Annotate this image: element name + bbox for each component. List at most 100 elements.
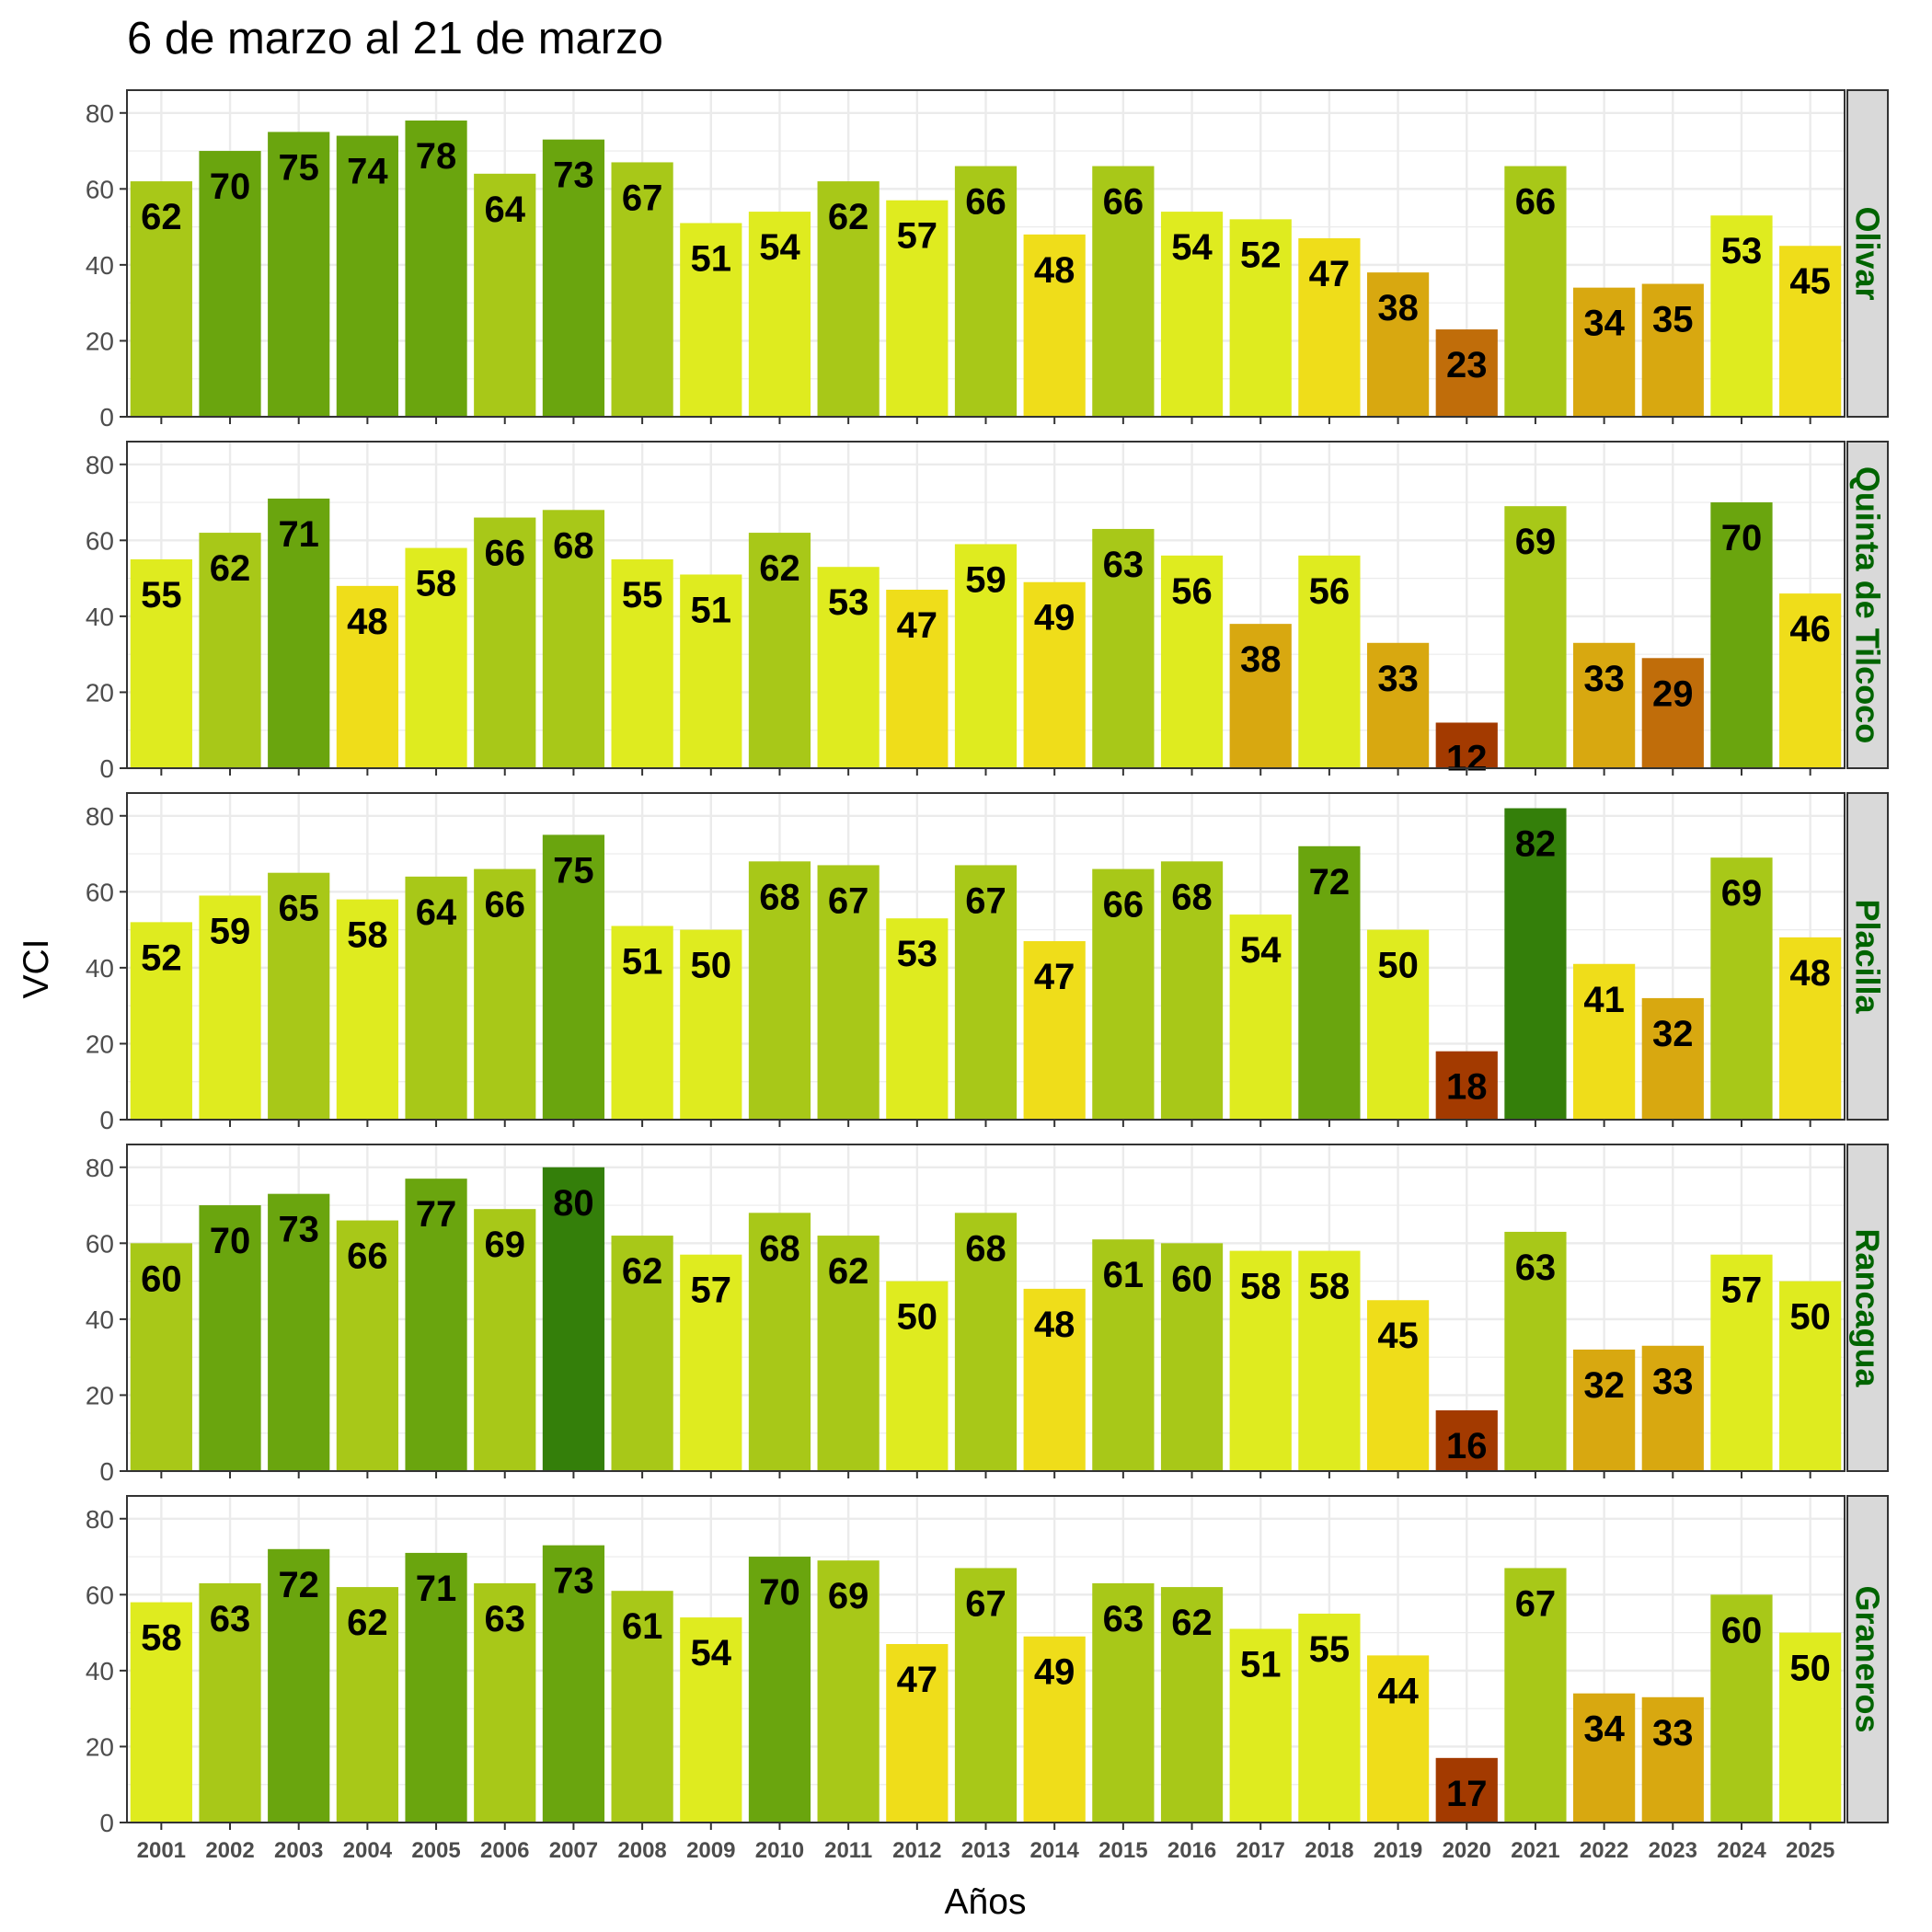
bar-value-label: 38 — [1377, 288, 1419, 328]
bar — [611, 1591, 673, 1823]
bar — [1023, 1636, 1086, 1823]
bar — [954, 544, 1018, 768]
bar-value-label: 63 — [1515, 1248, 1557, 1288]
bar — [1710, 502, 1773, 768]
bar — [1298, 237, 1361, 417]
bar — [1229, 914, 1292, 1120]
bar — [1023, 1288, 1086, 1471]
bar — [1366, 642, 1430, 768]
x-tick-label: 2011 — [824, 1838, 872, 1863]
y-tick-label: 80 — [86, 1154, 114, 1182]
bar — [130, 922, 192, 1120]
bar — [886, 1281, 949, 1471]
bar — [817, 181, 880, 417]
bar-value-label: 63 — [210, 1599, 251, 1639]
bar — [405, 1179, 467, 1471]
bar-value-label: 48 — [1034, 1305, 1075, 1345]
bar — [1160, 555, 1224, 768]
bar-value-label: 80 — [553, 1183, 594, 1224]
bar — [680, 929, 742, 1120]
bar — [474, 1209, 536, 1471]
bar — [1435, 1051, 1498, 1120]
bar-value-label: 70 — [759, 1572, 800, 1613]
bar — [954, 166, 1018, 417]
bar — [130, 181, 192, 417]
bar-value-label: 62 — [210, 548, 251, 589]
y-tick-label: 20 — [86, 1029, 114, 1058]
y-tick-label: 0 — [99, 1457, 114, 1486]
bar — [611, 558, 673, 768]
bar-value-label: 53 — [828, 582, 869, 623]
bar — [405, 876, 467, 1120]
bar-value-label: 34 — [1583, 304, 1625, 344]
x-tick-label: 2008 — [617, 1838, 666, 1863]
y-tick-label: 0 — [99, 403, 114, 431]
bar-value-label: 17 — [1446, 1774, 1488, 1814]
panel-olivar: 62 70 75 74 78 64 73 67 51 54 62 57 66 48 66 54 52 47 38 23… — [86, 89, 1889, 431]
y-axis-title: VCI — [17, 938, 56, 998]
bar — [748, 1557, 811, 1823]
bar-value-label: 58 — [1240, 1267, 1282, 1307]
bar-value-label: 66 — [484, 885, 525, 926]
bar-value-label: 62 — [141, 197, 182, 237]
y-tick-label: 80 — [86, 1505, 114, 1534]
bar — [268, 872, 330, 1120]
bar — [1229, 219, 1292, 417]
bar-value-label: 73 — [553, 1561, 594, 1602]
bar — [1779, 1632, 1842, 1823]
y-tick-label: 40 — [86, 1305, 114, 1334]
bar — [336, 585, 398, 768]
bar-value-label: 61 — [1103, 1255, 1144, 1295]
bar — [817, 1560, 880, 1823]
bar-value-label: 60 — [141, 1259, 182, 1299]
bar — [1641, 997, 1704, 1120]
bar-value-label: 66 — [484, 534, 525, 574]
bar-value-label: 45 — [1789, 261, 1831, 302]
bar-value-label: 60 — [1171, 1259, 1213, 1299]
bar — [268, 1193, 330, 1471]
bar — [1641, 1696, 1704, 1823]
bar — [817, 1236, 880, 1471]
bar — [199, 533, 261, 768]
y-tick-label: 80 — [86, 99, 114, 128]
bar — [336, 135, 398, 417]
bar-value-label: 63 — [1103, 545, 1144, 585]
bar-value-label: 71 — [416, 1569, 457, 1609]
x-tick-label: 2006 — [480, 1838, 529, 1863]
bar-value-label: 38 — [1240, 639, 1282, 680]
bar-value-label: 50 — [1789, 1297, 1831, 1338]
bar-value-label: 62 — [828, 1251, 869, 1292]
bar-value-label: 47 — [1034, 957, 1075, 997]
bar-value-label: 67 — [622, 178, 663, 218]
bar-value-label: 18 — [1446, 1067, 1488, 1108]
bar — [1435, 722, 1498, 768]
x-tick-label: 2001 — [137, 1838, 186, 1863]
bar — [1160, 1587, 1224, 1823]
bar-value-label: 58 — [141, 1618, 182, 1659]
bar — [199, 151, 261, 417]
bar-value-label: 54 — [691, 1633, 732, 1673]
x-tick-label: 2015 — [1098, 1838, 1147, 1863]
bar-value-label: 48 — [1789, 953, 1831, 994]
bar — [886, 200, 949, 417]
bar-value-label: 32 — [1583, 1365, 1625, 1406]
bar — [130, 1243, 192, 1471]
bar-value-label: 72 — [1309, 862, 1351, 903]
bar-value-label: 68 — [759, 877, 800, 917]
bar-value-label: 49 — [1034, 598, 1075, 638]
panel-placilla: 52 59 65 58 64 66 75 51 50 68 67 53 67 47 66 68 54 72 50 18… — [86, 792, 1889, 1134]
bar — [1092, 868, 1155, 1120]
bar — [680, 1617, 742, 1823]
bar — [817, 567, 880, 768]
bar — [1092, 1239, 1155, 1471]
x-tick-label: 2007 — [549, 1838, 598, 1863]
facet-strip-label: Placilla — [1849, 899, 1887, 1014]
bar — [748, 533, 811, 768]
bar-value-label: 53 — [1721, 231, 1763, 271]
bar-value-label: 55 — [141, 575, 182, 615]
bar-value-label: 47 — [1309, 254, 1351, 294]
x-tick-label: 2022 — [1580, 1838, 1628, 1863]
bar — [1504, 808, 1567, 1120]
y-tick-label: 40 — [86, 1657, 114, 1685]
bar-value-label: 57 — [691, 1271, 732, 1311]
